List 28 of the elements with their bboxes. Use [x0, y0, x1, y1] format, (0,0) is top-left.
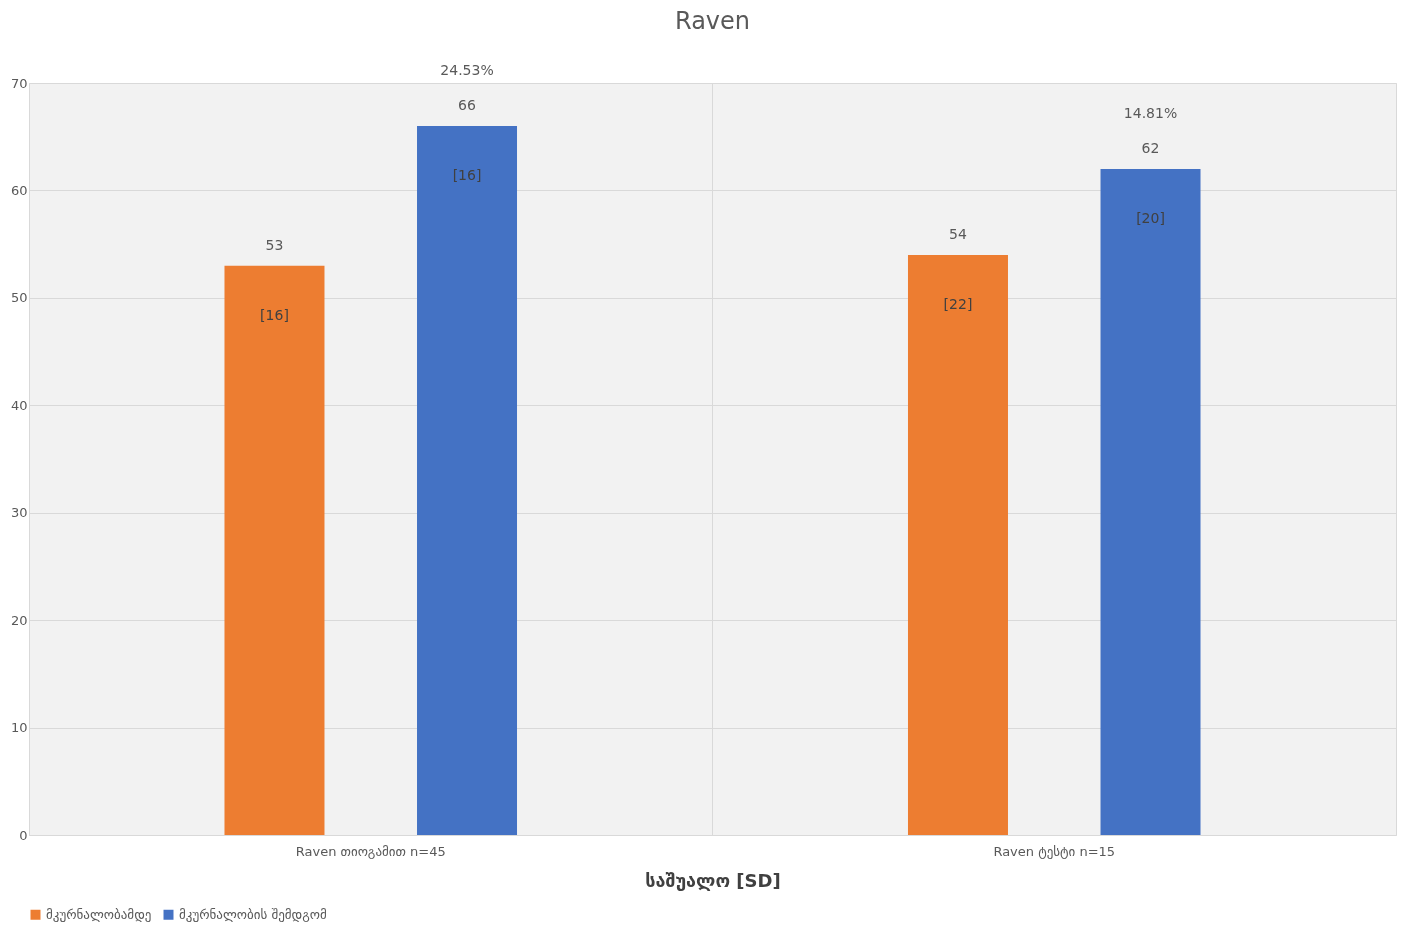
data-label: 62: [1141, 139, 1160, 156]
bar: [417, 125, 518, 835]
y-tick-label: 40: [10, 397, 28, 413]
x-axis-title: საშუალო [SD]: [645, 869, 781, 891]
text: 24.53%: [440, 61, 494, 78]
annotation: [22]: [943, 295, 973, 312]
data-label: 53: [265, 236, 284, 253]
data-label: 66: [458, 96, 477, 113]
y-tick-label: 20: [10, 612, 28, 628]
annotation: [16]: [452, 166, 482, 183]
y-tick-label: 70: [10, 75, 28, 91]
y-tick-label: 50: [10, 290, 28, 306]
legend-label: მკურნალობამდე: [46, 906, 152, 922]
y-tick-label: 30: [10, 505, 28, 521]
x-tick-label: Raven თიოგამით n=45: [295, 843, 446, 859]
bar: [224, 265, 325, 835]
data-label: 54: [949, 225, 967, 242]
x-tick-label: Raven ტესტი n=15: [993, 843, 1116, 859]
chart-title: Raven: [674, 6, 751, 35]
bar: [907, 254, 1008, 835]
bar: [1100, 168, 1201, 835]
annotation: [20]: [1136, 209, 1165, 226]
y-tick-label: 60: [10, 182, 28, 198]
y-tick-label: 10: [10, 720, 28, 736]
annotation: [16]: [260, 306, 289, 323]
y-tick-label: 0: [19, 827, 28, 843]
annotation: 14.81%: [1123, 104, 1178, 121]
legend-label: მკურნალობის შემდგომ: [179, 906, 327, 922]
